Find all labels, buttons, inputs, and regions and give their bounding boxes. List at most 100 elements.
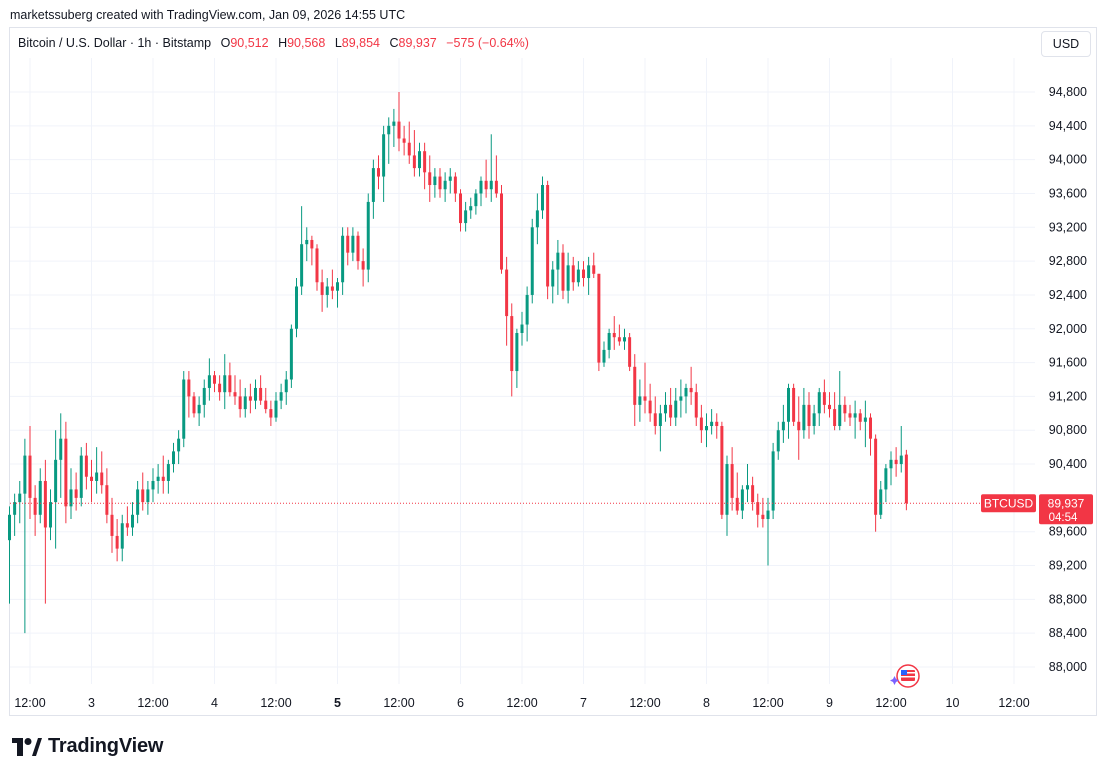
candle [781,404,785,443]
candle [248,383,252,414]
time-tick-label: 12:00 [137,696,168,710]
flag-canton [901,670,907,675]
candle-body [530,227,534,295]
candle-body [453,176,457,194]
price-tick-label: 88,800 [1049,592,1087,606]
candle-body [146,489,150,503]
candle-body [546,185,550,287]
symbol-name[interactable]: Bitcoin / U.S. Dollar · 1h · Bitstamp [18,36,212,50]
candle [418,142,421,177]
candle [151,468,155,503]
candle-body [243,396,247,410]
candle-body [643,396,647,401]
candle-body [141,489,145,503]
candle [18,480,22,524]
candle-body [879,489,883,515]
candle [433,168,437,198]
candle-body [310,239,314,249]
candle-body [269,409,273,418]
currency-button[interactable]: USD [1041,31,1091,57]
candle-body [295,286,298,329]
price-tick-label: 90,400 [1049,457,1087,471]
candle-body [787,387,790,422]
candle-body [479,180,483,194]
candle-body [202,387,206,405]
price-tick-label: 93,600 [1049,186,1087,200]
candle-body [79,455,83,498]
time-tick-label: 6 [457,696,464,710]
candle [84,442,88,490]
candle-body [100,472,104,486]
candle [428,155,432,202]
candle-body [510,316,514,372]
change-value: −575 (−0.64%) [446,36,529,50]
candle [448,168,452,194]
chart-grid [10,58,1035,684]
candle [879,480,883,520]
tradingview-brand[interactable]: TradingView [12,735,163,758]
candle-body [356,235,360,262]
candle [505,256,509,346]
candle-body [684,387,688,397]
candle-body [371,168,375,202]
candle [387,117,391,164]
candle [551,261,555,304]
candle [510,303,514,397]
candle-body [597,273,601,363]
candle [182,371,186,448]
candle [146,480,150,515]
candle-body [664,404,667,414]
candle [64,421,68,524]
candle-body [336,282,339,291]
brand-name: TradingView [48,735,164,757]
candle [725,455,729,536]
candle-body [448,176,452,181]
candle [863,400,867,448]
candle [746,464,749,503]
candle-body [464,210,468,224]
candle [489,134,493,202]
candle [131,502,134,536]
candle [464,201,468,232]
candle-body [766,510,770,520]
candle-body [407,142,411,156]
price-tick-label: 88,400 [1049,626,1087,640]
candle [23,438,27,634]
candle-body [8,514,11,541]
candle [710,409,714,435]
candle-body [602,349,606,363]
chart-caption: marketssuberg created with TradingView.c… [10,8,406,22]
candle [648,383,652,422]
candle-body [494,180,498,194]
candle [100,451,104,494]
candle [177,430,181,465]
candle-body [207,375,211,388]
time-tick-label: 5 [334,696,341,710]
price-tick-label: 92,400 [1049,288,1087,302]
candle [69,468,73,520]
candle-body [587,265,591,279]
candle [351,227,355,262]
candle-body [33,497,37,515]
candle-body [161,476,165,481]
candle-body [628,337,632,367]
candle-body [131,514,134,528]
candle-body [387,125,391,135]
candle-body [284,379,288,393]
candle [38,468,42,524]
candle-body [438,176,442,190]
candle [546,180,550,300]
candle-body [366,201,370,270]
candle-body [469,206,473,211]
candle [669,387,673,427]
candle [828,392,831,418]
time-tick-label: 12:00 [260,696,291,710]
price-tick-label: 90,800 [1049,423,1087,437]
candle [300,206,304,295]
candle-body [28,455,32,498]
candle [853,400,857,439]
candle [720,421,724,520]
candle [602,341,606,367]
candle-body [315,248,319,283]
